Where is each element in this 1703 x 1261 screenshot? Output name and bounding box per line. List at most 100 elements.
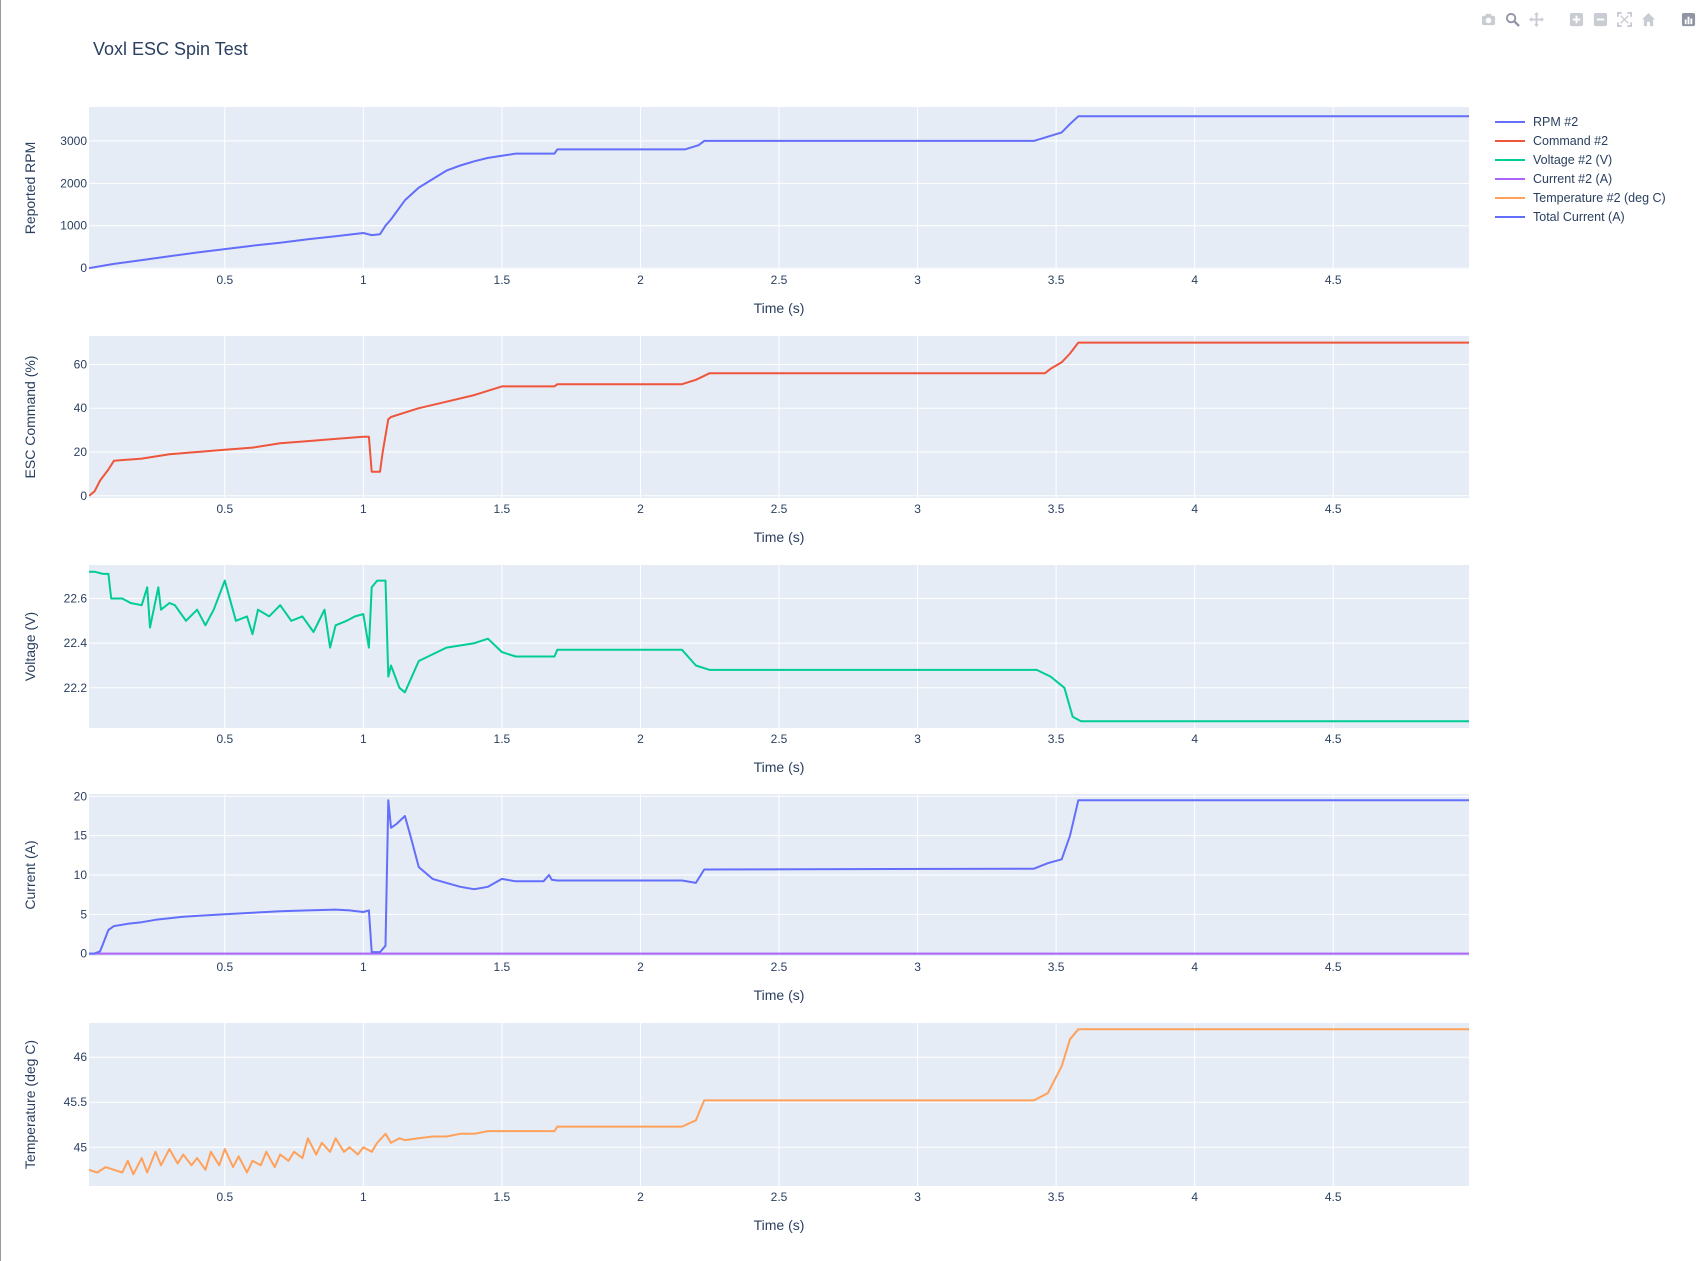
legend-item-command[interactable]: Command #2 — [1495, 131, 1666, 150]
x-tick-label: 3 — [914, 502, 921, 516]
legend-label: Voltage #2 (V) — [1533, 152, 1613, 167]
legend-label: Total Current (A) — [1533, 209, 1625, 224]
legend-label: Command #2 — [1533, 133, 1609, 148]
x-tick-label: 1.5 — [494, 273, 511, 287]
reset-axes-icon[interactable] — [1639, 10, 1657, 28]
y-tick-label: 60 — [74, 357, 88, 371]
y-axis-title: Temperature (deg C) — [22, 1040, 38, 1169]
x-tick-label: 4 — [1191, 502, 1198, 516]
legend-item-total-current[interactable]: Total Current (A) — [1495, 207, 1666, 226]
x-tick-label: 2 — [637, 1190, 644, 1204]
zoom-icon[interactable] — [1503, 10, 1521, 28]
series-line-voltage-2-v — [89, 570, 1469, 723]
subplot-3: 0.5 1 1.5 2 2.5 3 3.5 4 4.5 22.2 22.4 22.6 Time (s) V… — [22, 565, 1469, 775]
legend-item-rpm[interactable]: RPM #2 — [1495, 112, 1666, 131]
x-tick-label: 1.5 — [494, 732, 511, 746]
x-tick-label: 0.5 — [216, 273, 233, 287]
y-axis-title: ESC Command (%) — [22, 356, 38, 479]
zoom-in-icon[interactable] — [1567, 10, 1585, 28]
x-tick-label: 0.5 — [216, 960, 233, 974]
y-axis-title: Voltage (V) — [22, 612, 38, 681]
x-tick-label: 2 — [637, 273, 644, 287]
x-tick-label: 1 — [360, 732, 367, 746]
y-tick-label: 5 — [80, 907, 87, 921]
legend-swatch — [1495, 139, 1525, 142]
x-tick-label: 1 — [360, 960, 367, 974]
x-tick-label: 3.5 — [1048, 502, 1065, 516]
legend-item-voltage[interactable]: Voltage #2 (V) — [1495, 150, 1666, 169]
x-tick-label: 4 — [1191, 1190, 1198, 1204]
y-axis-title: Reported RPM — [22, 142, 38, 235]
subplot-2: 0.5 1 1.5 2 2.5 3 3.5 4 4.5 0 20 40 60 Time (s) ESC Co… — [22, 336, 1469, 545]
y-tick-label: 0 — [80, 489, 87, 503]
x-tick-label: 1.5 — [494, 1190, 511, 1204]
x-tick-label: 4.5 — [1325, 960, 1342, 974]
x-tick-label: 1 — [360, 273, 367, 287]
x-tick-label: 2 — [637, 502, 644, 516]
subplot-5: 0.5 1 1.5 2 2.5 3 3.5 4 4.5 45 45.5 46 Time (s) Tempe… — [22, 1023, 1469, 1233]
autoscale-icon[interactable] — [1615, 10, 1633, 28]
x-tick-label: 3.5 — [1048, 273, 1065, 287]
x-tick-label: 0.5 — [216, 732, 233, 746]
y-tick-label: 15 — [74, 829, 88, 843]
series-line-total-current-a — [89, 799, 1469, 955]
subplot-4: 0.5 1 1.5 2 2.5 3 3.5 4 4.5 0 5 10 15 20 Time (s) Curre… — [22, 789, 1469, 1003]
x-tick-label: 4.5 — [1325, 732, 1342, 746]
x-axis-title: Time (s) — [754, 759, 805, 775]
legend: RPM #2 Command #2 Voltage #2 (V) Current… — [1495, 112, 1666, 226]
x-tick-label: 2.5 — [771, 273, 788, 287]
legend-swatch — [1495, 177, 1525, 180]
legend-item-current[interactable]: Current #2 (A) — [1495, 169, 1666, 188]
x-tick-label: 4.5 — [1325, 273, 1342, 287]
y-tick-label: 45 — [74, 1140, 88, 1154]
legend-swatch — [1495, 215, 1525, 218]
zoom-out-icon[interactable] — [1591, 10, 1609, 28]
chart-title: Voxl ESC Spin Test — [93, 39, 248, 59]
legend-label: RPM #2 — [1533, 114, 1579, 129]
window-edge — [0, 0, 1, 1261]
y-tick-label: 2000 — [60, 176, 87, 190]
y-tick-label: 22.4 — [64, 636, 88, 650]
legend-swatch — [1495, 120, 1525, 123]
x-tick-label: 1.5 — [494, 960, 511, 974]
x-tick-label: 2.5 — [771, 960, 788, 974]
x-axis-title: Time (s) — [754, 300, 805, 316]
x-tick-label: 3.5 — [1048, 732, 1065, 746]
x-tick-label: 3 — [914, 732, 921, 746]
legend-label: Current #2 (A) — [1533, 171, 1613, 186]
camera-icon[interactable] — [1479, 10, 1497, 28]
x-tick-label: 2.5 — [771, 1190, 788, 1204]
x-tick-label: 4 — [1191, 273, 1198, 287]
y-tick-label: 46 — [74, 1050, 88, 1064]
series-line-rpm-2 — [89, 115, 1469, 270]
series-line-command-2 — [89, 341, 1469, 497]
y-tick-label: 1000 — [60, 219, 87, 233]
y-tick-label: 0 — [80, 261, 87, 275]
x-tick-label: 4 — [1191, 960, 1198, 974]
x-tick-label: 0.5 — [216, 1190, 233, 1204]
series-line-temperature-2-deg-c — [89, 1028, 1469, 1176]
legend-item-temperature[interactable]: Temperature #2 (deg C) — [1495, 188, 1666, 207]
y-tick-label: 3000 — [60, 134, 87, 148]
y-tick-label: 20 — [74, 789, 88, 803]
y-tick-label: 40 — [74, 401, 88, 415]
x-tick-label: 1 — [360, 1190, 367, 1204]
x-tick-label: 4.5 — [1325, 1190, 1342, 1204]
modebar — [1479, 10, 1697, 28]
y-tick-label: 45.5 — [64, 1095, 88, 1109]
x-tick-label: 3 — [914, 1190, 921, 1204]
x-tick-label: 4.5 — [1325, 502, 1342, 516]
x-axis-title: Time (s) — [754, 1217, 805, 1233]
legend-swatch — [1495, 158, 1525, 161]
x-tick-label: 3 — [914, 960, 921, 974]
subplot-1: 0.5 1 1.5 2 2.5 3 3.5 4 4.5 0 1000 2000 3000 Time (s)… — [22, 107, 1469, 316]
x-tick-label: 2.5 — [771, 502, 788, 516]
legend-swatch — [1495, 196, 1525, 199]
pan-icon[interactable] — [1527, 10, 1545, 28]
plotly-logo-icon[interactable] — [1679, 10, 1697, 28]
y-tick-label: 22.6 — [64, 591, 88, 605]
x-tick-label: 3 — [914, 273, 921, 287]
x-tick-label: 1.5 — [494, 502, 511, 516]
